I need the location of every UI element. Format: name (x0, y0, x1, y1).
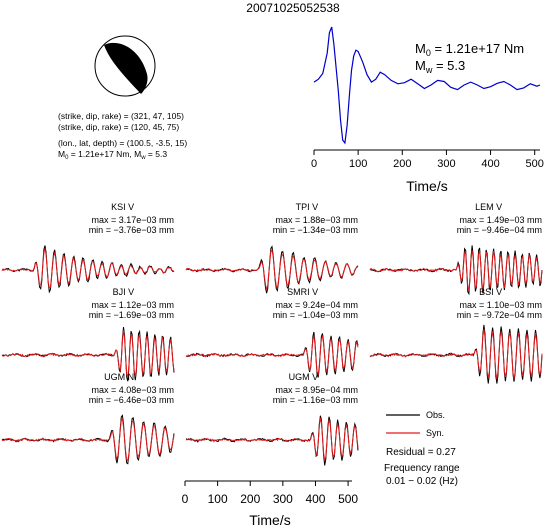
station-max: max = 4.08e−03 mm (91, 385, 174, 395)
station-name: UGM N (104, 372, 134, 382)
stf-ticks: 0 100 200 300 400 500 (311, 150, 544, 170)
stf-series-line (313, 26, 541, 145)
waveform-xlabel: Time/s (249, 512, 290, 528)
station-name: BSI V (479, 287, 502, 297)
station-name: TPI V (296, 202, 319, 212)
legend: Obs. Syn. Residual = 0.27 Frequency rang… (384, 410, 460, 487)
moment-magnitude: M0 = 1.21e+17 Nm, Mw = 5.3 (58, 149, 167, 161)
beachball (94, 35, 156, 97)
station-max: max = 3.17e−03 mm (91, 215, 174, 225)
station-name: UGM V (289, 372, 319, 382)
stf-m0: M0 = 1.21e+17 Nm (415, 41, 524, 58)
figure-title: 20071025052538 (246, 1, 340, 15)
station-max: max = 1.12e−03 mm (91, 300, 174, 310)
stf-xlabel: Time/s (406, 178, 447, 194)
strike-dip-rake-1: (strike, dip, rake) = (321, 47, 105) (58, 111, 184, 121)
station-min: min = −1.69e−03 mm (89, 310, 174, 320)
station-min: min = −9.46e−04 mm (457, 225, 542, 235)
station-max: max = 1.88e−03 mm (275, 215, 358, 225)
strike-dip-rake-2: (strike, dip, rake) = (120, 45, 75) (58, 122, 179, 132)
station-min: min = −1.34e−03 mm (273, 225, 358, 235)
waveform-ticks: 0 100 200 300 400 500 (182, 481, 358, 506)
waveform-tick-label: 300 (273, 492, 293, 506)
synthetic-trace (1, 248, 175, 289)
frequency-range-value: 0.01 − 0.02 (Hz) (386, 476, 458, 487)
observed-trace (185, 331, 359, 378)
station-name: LEM V (475, 202, 502, 212)
station-name: SMRI V (287, 287, 318, 297)
station-min: min = −1.04e−03 mm (273, 310, 358, 320)
stf-tick-label: 0 (311, 158, 317, 170)
synthetic-trace (1, 417, 175, 462)
observed-trace (1, 414, 175, 465)
stf-tick-label: 100 (349, 158, 367, 170)
frequency-range-label: Frequency range (384, 463, 460, 474)
stf-tick-label: 500 (526, 158, 544, 170)
waveform-tick-label: 200 (240, 492, 260, 506)
observed-trace (1, 245, 175, 294)
waveform-tick-label: 400 (305, 492, 325, 506)
synthetic-trace (369, 250, 543, 291)
station-min: min = −1.16e−03 mm (273, 395, 358, 405)
synthetic-trace (185, 335, 359, 377)
station-max: max = 8.95e−04 mm (275, 385, 358, 395)
station-name: BJI V (113, 287, 135, 297)
stf-mw: Mw = 5.3 (415, 58, 465, 75)
waveform-x-axis: 0 100 200 300 400 500 Time/s (182, 480, 358, 528)
residual: Residual = 0.27 (386, 447, 456, 458)
station-max: max = 9.24e−04 mm (275, 300, 358, 310)
source-parameters: (strike, dip, rake) = (321, 47, 105) (st… (58, 111, 187, 161)
beachball-compressional-quadrant (104, 42, 148, 94)
stf-tick-label: 200 (393, 158, 411, 170)
stf-panel: 0 100 200 300 400 500 Time/s M0 = 1.21e+17 Nm… (311, 26, 544, 194)
waveform-tick-label: 0 (182, 492, 189, 506)
station-min: min = −9.72e−04 mm (457, 310, 542, 320)
station-min: min = −3.76e−03 mm (89, 225, 174, 235)
station-name: KSI V (111, 202, 134, 212)
stf-tick-label: 400 (481, 158, 499, 170)
legend-syn-label: Syn. (426, 428, 444, 438)
station-max: max = 1.49e−03 mm (459, 215, 542, 225)
station-max: max = 1.10e−03 mm (459, 300, 542, 310)
station-min: min = −6.46e−03 mm (89, 395, 174, 405)
waveform-tick-label: 500 (338, 492, 358, 506)
location: (lon., lat, depth) = (100.5, -3.5, 15) (58, 138, 187, 148)
legend-obs-label: Obs. (426, 410, 445, 420)
waveform-tick-label: 100 (208, 492, 228, 506)
synthetic-trace (369, 328, 543, 379)
synthetic-trace (185, 417, 359, 461)
stf-tick-label: 300 (437, 158, 455, 170)
synthetic-trace (185, 249, 359, 290)
synthetic-trace (1, 330, 175, 378)
